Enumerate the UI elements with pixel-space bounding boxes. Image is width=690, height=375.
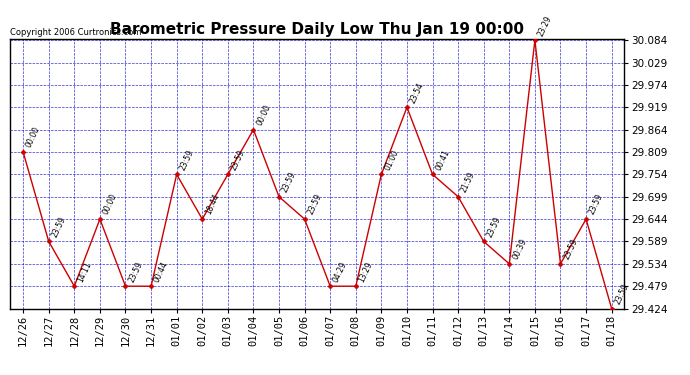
Text: 23:59: 23:59	[306, 193, 324, 216]
Text: 04:29: 04:29	[332, 260, 349, 284]
Text: 23:59: 23:59	[50, 215, 68, 239]
Text: 00:39: 00:39	[511, 237, 528, 261]
Text: 23:29: 23:29	[536, 14, 553, 38]
Text: 00:00: 00:00	[101, 193, 119, 216]
Text: 13:29: 13:29	[357, 260, 375, 284]
Text: 23:59: 23:59	[280, 170, 298, 194]
Text: 00:44: 00:44	[152, 260, 170, 284]
Text: 21:59: 21:59	[460, 171, 477, 194]
Text: 01:00: 01:00	[383, 148, 400, 172]
Text: 18:44: 18:44	[204, 193, 221, 216]
Text: 00:00: 00:00	[25, 126, 42, 149]
Text: 23:59: 23:59	[178, 148, 195, 172]
Text: 23:59: 23:59	[229, 148, 246, 172]
Text: 23:59: 23:59	[562, 237, 580, 261]
Text: 14:11: 14:11	[76, 260, 93, 284]
Text: 00:41: 00:41	[434, 148, 451, 172]
Text: 23:59: 23:59	[127, 260, 144, 284]
Text: 23:54: 23:54	[408, 81, 426, 105]
Text: 23:59: 23:59	[587, 193, 605, 216]
Title: Barometric Pressure Daily Low Thu Jan 19 00:00: Barometric Pressure Daily Low Thu Jan 19…	[110, 22, 524, 37]
Text: 23:59: 23:59	[485, 215, 502, 239]
Text: 00:00: 00:00	[255, 103, 273, 127]
Text: Copyright 2006 Curtronics.com: Copyright 2006 Curtronics.com	[10, 28, 141, 37]
Text: 23:59: 23:59	[613, 282, 631, 306]
